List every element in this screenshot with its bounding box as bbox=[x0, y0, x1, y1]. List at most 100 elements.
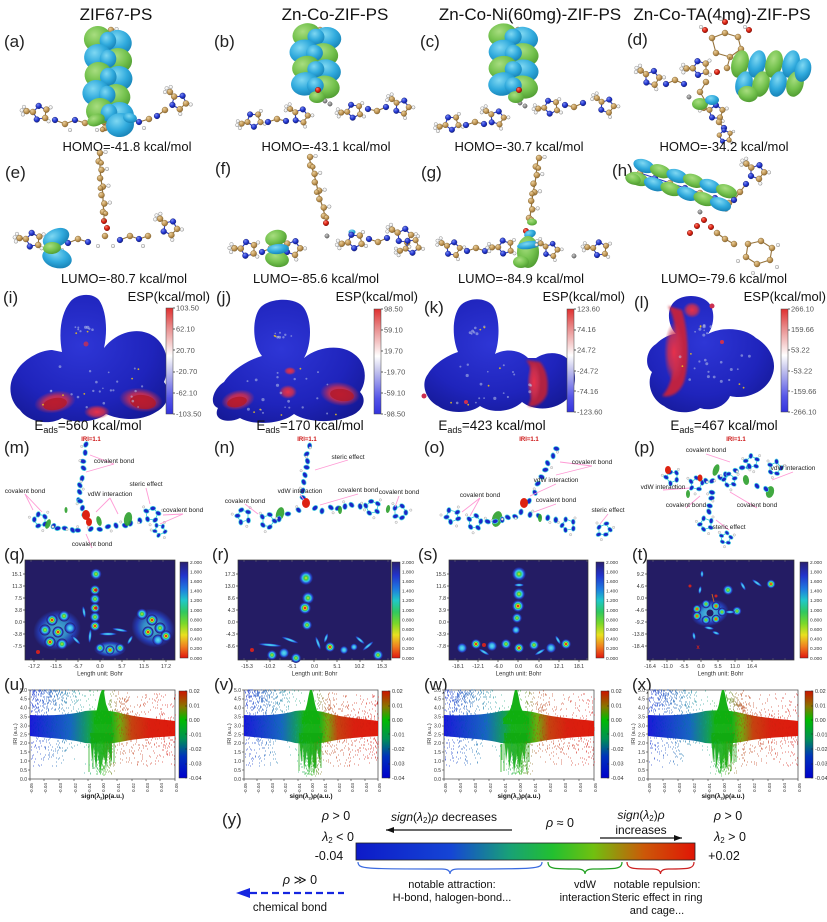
svg-text:0.200: 0.200 bbox=[606, 646, 618, 652]
svg-text:0.0: 0.0 bbox=[96, 664, 103, 670]
svg-text:1.5: 1.5 bbox=[20, 750, 27, 756]
svg-text:0.0: 0.0 bbox=[434, 777, 441, 783]
svg-text:5.0: 5.0 bbox=[234, 688, 241, 694]
svg-text:3.9: 3.9 bbox=[439, 608, 446, 614]
svg-text:1.400: 1.400 bbox=[606, 589, 618, 595]
svg-text:ZIF67-PS: ZIF67-PS bbox=[80, 5, 153, 24]
svg-text:1.5: 1.5 bbox=[638, 750, 645, 756]
svg-text:sign(λ2)ρ(a.u.): sign(λ2)ρ(a.u.) bbox=[701, 792, 744, 801]
svg-text:(e): (e) bbox=[5, 163, 26, 182]
svg-text:Eads=560 kcal/mol: Eads=560 kcal/mol bbox=[34, 418, 141, 435]
svg-text:-0.02: -0.02 bbox=[392, 747, 405, 753]
svg-text:53.22: 53.22 bbox=[791, 346, 810, 355]
svg-text:20.70: 20.70 bbox=[176, 346, 195, 355]
svg-text:4.0: 4.0 bbox=[20, 706, 27, 712]
svg-text:1.200: 1.200 bbox=[190, 598, 202, 604]
svg-text:17.3: 17.3 bbox=[225, 572, 235, 578]
svg-text:0.02: 0.02 bbox=[131, 783, 136, 792]
svg-text:1.600: 1.600 bbox=[810, 579, 822, 585]
svg-text:-7.5: -7.5 bbox=[13, 644, 22, 650]
svg-text:1.0: 1.0 bbox=[20, 759, 27, 765]
svg-text:IRI=1.1: IRI=1.1 bbox=[726, 437, 746, 443]
svg-text:-0.04: -0.04 bbox=[189, 776, 202, 782]
svg-text:-19.70: -19.70 bbox=[384, 368, 405, 377]
svg-text:0.00: 0.00 bbox=[611, 718, 622, 724]
svg-text:IRI (a.u.): IRI (a.u.) bbox=[631, 723, 637, 745]
svg-text:-18.1: -18.1 bbox=[452, 664, 464, 670]
svg-text:3.5: 3.5 bbox=[20, 715, 27, 721]
svg-text:ρ > 0: ρ > 0 bbox=[713, 809, 742, 823]
svg-text:0.01: 0.01 bbox=[323, 783, 328, 792]
svg-text:0.01: 0.01 bbox=[116, 783, 121, 792]
svg-text:16.4: 16.4 bbox=[747, 664, 757, 670]
svg-text:notable repulsion:: notable repulsion: bbox=[614, 879, 701, 891]
svg-text:0.05: 0.05 bbox=[174, 783, 179, 792]
svg-text:0.03: 0.03 bbox=[563, 783, 568, 792]
svg-text:-103.50: -103.50 bbox=[176, 410, 201, 419]
svg-text:4.5: 4.5 bbox=[20, 697, 27, 703]
svg-text:vdW interaction: vdW interaction bbox=[278, 488, 323, 495]
svg-text:-0.05: -0.05 bbox=[443, 783, 448, 794]
svg-text:sign(λ2)ρ(a.u.): sign(λ2)ρ(a.u.) bbox=[81, 792, 124, 801]
svg-text:1.400: 1.400 bbox=[190, 589, 202, 595]
svg-text:0.600: 0.600 bbox=[402, 627, 414, 633]
svg-text:covalent bond: covalent bond bbox=[163, 507, 204, 514]
svg-text:5.1: 5.1 bbox=[333, 664, 340, 670]
svg-text:-0.01: -0.01 bbox=[611, 733, 624, 739]
svg-text:19.70: 19.70 bbox=[384, 347, 403, 356]
svg-text:vdW interaction: vdW interaction bbox=[88, 491, 133, 498]
svg-text:17.2: 17.2 bbox=[161, 664, 171, 670]
svg-text:0.400: 0.400 bbox=[402, 637, 414, 643]
svg-text:-10.2: -10.2 bbox=[264, 664, 276, 670]
svg-text:2.0: 2.0 bbox=[20, 741, 27, 747]
svg-text:λ2 < 0: λ2 < 0 bbox=[321, 830, 354, 845]
svg-text:(t): (t) bbox=[632, 545, 648, 564]
svg-text:159.66: 159.66 bbox=[791, 325, 814, 334]
svg-text:1.600: 1.600 bbox=[190, 579, 202, 585]
svg-text:LUMO=-84.9 kcal/mol: LUMO=-84.9 kcal/mol bbox=[458, 271, 584, 286]
svg-text:-0.04: -0.04 bbox=[392, 776, 405, 782]
svg-text:Zn-Co-Ni(60mg)-ZIF-PS: Zn-Co-Ni(60mg)-ZIF-PS bbox=[439, 5, 621, 24]
svg-text:3.0: 3.0 bbox=[234, 723, 241, 729]
svg-text:2.5: 2.5 bbox=[20, 732, 27, 738]
svg-text:x: x bbox=[696, 645, 700, 651]
svg-text:11.6: 11.6 bbox=[436, 584, 446, 590]
svg-text:1.600: 1.600 bbox=[402, 579, 414, 585]
svg-text:0.0: 0.0 bbox=[15, 620, 22, 626]
svg-text:3.0: 3.0 bbox=[638, 723, 645, 729]
svg-text:1.000: 1.000 bbox=[190, 608, 202, 614]
svg-text:0.03: 0.03 bbox=[767, 783, 772, 792]
svg-text:(m): (m) bbox=[4, 438, 29, 457]
svg-text:(d): (d) bbox=[627, 30, 648, 49]
svg-text:0.5: 0.5 bbox=[638, 768, 645, 774]
svg-text:-0.04: -0.04 bbox=[256, 783, 261, 794]
svg-text:-8.6: -8.6 bbox=[226, 644, 235, 650]
svg-text:-123.60: -123.60 bbox=[577, 408, 602, 417]
svg-text:0.00: 0.00 bbox=[189, 718, 200, 724]
svg-text:-0.01: -0.01 bbox=[503, 783, 508, 794]
svg-text:1.0: 1.0 bbox=[434, 759, 441, 765]
svg-text:1.200: 1.200 bbox=[810, 598, 822, 604]
svg-text:LUMO=-85.6 kcal/mol: LUMO=-85.6 kcal/mol bbox=[253, 271, 379, 286]
svg-text:(a): (a) bbox=[4, 32, 25, 51]
svg-text:Zn-Co-ZIF-PS: Zn-Co-ZIF-PS bbox=[282, 5, 389, 24]
svg-text:-6.0: -6.0 bbox=[494, 664, 503, 670]
svg-text:-4.6: -4.6 bbox=[635, 608, 644, 614]
svg-text:0.04: 0.04 bbox=[782, 783, 787, 792]
svg-text:2.0: 2.0 bbox=[434, 741, 441, 747]
svg-text:-0.03: -0.03 bbox=[392, 762, 405, 768]
svg-text:0.00: 0.00 bbox=[815, 718, 826, 724]
svg-text:sign(λ2)ρ: sign(λ2)ρ bbox=[617, 808, 664, 823]
svg-text:HOMO=-34.2 kcal/mol: HOMO=-34.2 kcal/mol bbox=[660, 139, 789, 154]
svg-text:0.0: 0.0 bbox=[311, 664, 318, 670]
svg-text:HOMO=-43.1 kcal/mol: HOMO=-43.1 kcal/mol bbox=[262, 139, 391, 154]
svg-text:0.0: 0.0 bbox=[439, 620, 446, 626]
svg-text:-0.03: -0.03 bbox=[815, 762, 827, 768]
svg-text:0.5: 0.5 bbox=[234, 768, 241, 774]
svg-text:steric effect: steric effect bbox=[129, 481, 162, 488]
svg-text:covalent bond: covalent bond bbox=[572, 459, 613, 466]
svg-text:5.0: 5.0 bbox=[638, 688, 645, 694]
svg-text:vdW interaction: vdW interaction bbox=[771, 465, 816, 472]
svg-text:IRI=1.1: IRI=1.1 bbox=[297, 437, 317, 443]
svg-text:IRI (a.u.): IRI (a.u.) bbox=[427, 723, 433, 745]
